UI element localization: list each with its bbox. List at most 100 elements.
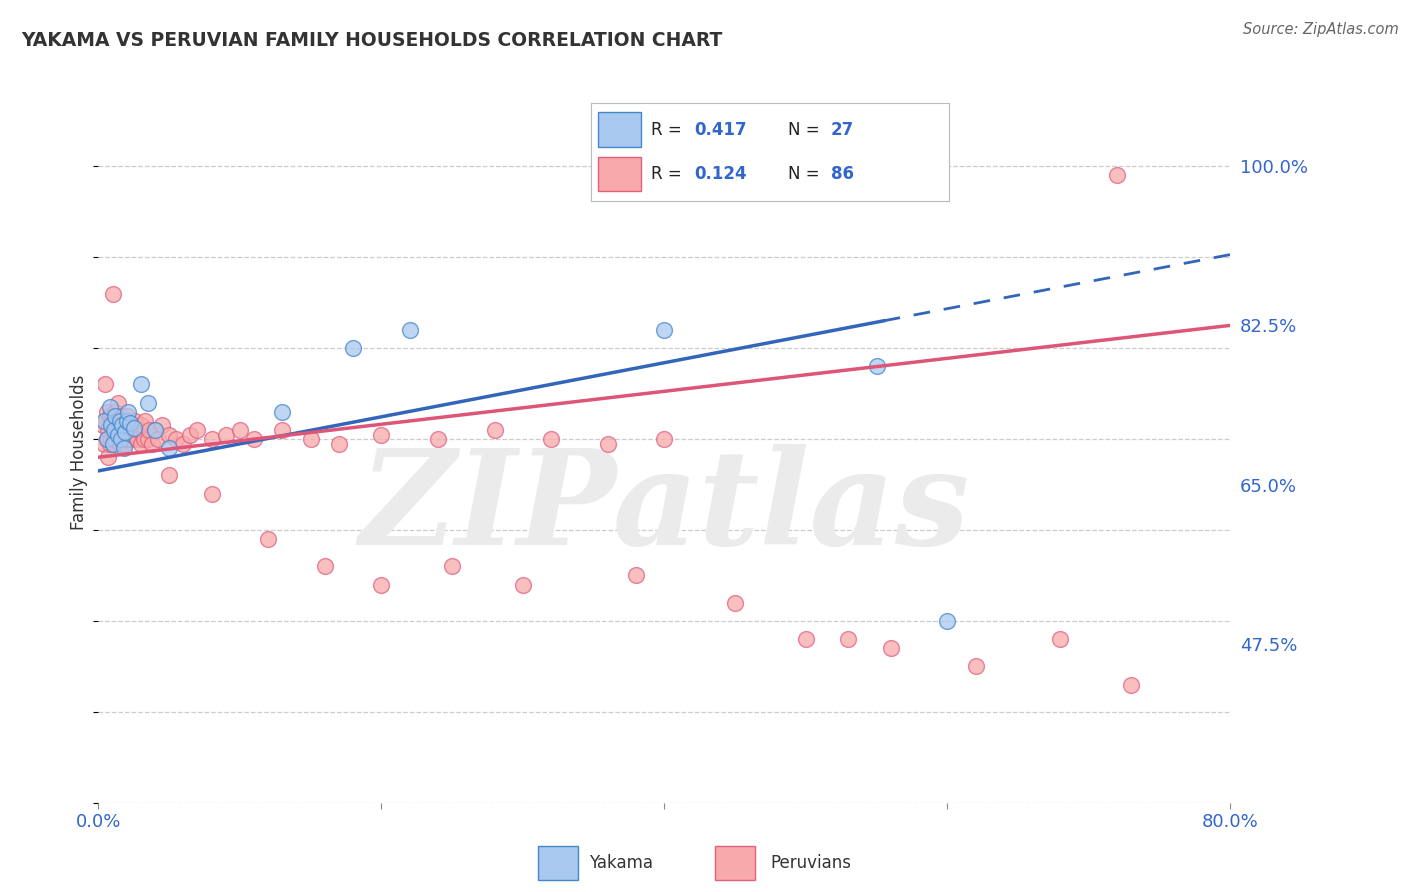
Text: YAKAMA VS PERUVIAN FAMILY HOUSEHOLDS CORRELATION CHART: YAKAMA VS PERUVIAN FAMILY HOUSEHOLDS COR… (21, 31, 723, 50)
Point (370, 577, 392, 591)
Point (111, 414, 134, 428)
Point (115, 409, 138, 424)
Point (104, 405, 127, 419)
Point (136, 395, 159, 409)
Point (101, 436, 124, 450)
Point (1049, 632, 1071, 646)
Text: 86: 86 (831, 165, 853, 183)
Point (105, 414, 128, 428)
Point (157, 468, 180, 483)
Point (837, 632, 859, 646)
Point (115, 423, 138, 437)
Point (98, 436, 121, 450)
Text: ZIPatlas: ZIPatlas (359, 444, 970, 574)
Point (100, 414, 122, 428)
Point (157, 427, 180, 442)
Point (115, 414, 138, 428)
Point (108, 436, 131, 450)
Point (299, 432, 322, 446)
Point (229, 423, 252, 437)
Point (243, 432, 266, 446)
Point (101, 286, 124, 301)
Point (1121, 677, 1143, 691)
Point (94, 377, 117, 392)
Point (101, 418, 124, 433)
Point (107, 432, 129, 446)
Point (108, 418, 131, 433)
Point (136, 432, 159, 446)
Point (125, 432, 148, 446)
Point (186, 423, 208, 437)
Text: Source: ZipAtlas.com: Source: ZipAtlas.com (1243, 22, 1399, 37)
Point (117, 432, 139, 446)
Text: R =: R = (651, 120, 688, 138)
Point (652, 323, 676, 337)
Point (624, 568, 647, 582)
Point (179, 427, 201, 442)
Point (342, 341, 364, 355)
Point (441, 559, 464, 574)
Point (98, 401, 121, 415)
Point (122, 427, 145, 442)
Point (96, 432, 118, 446)
Y-axis label: Family Households: Family Households (70, 375, 89, 531)
Point (111, 432, 134, 446)
Point (114, 425, 136, 439)
Point (121, 423, 143, 437)
Point (112, 441, 135, 455)
Point (370, 427, 392, 442)
Point (271, 423, 294, 437)
Point (138, 423, 160, 437)
Point (540, 432, 562, 446)
Text: 0.417: 0.417 (695, 120, 747, 138)
Point (134, 414, 156, 428)
Point (105, 423, 128, 437)
Point (91, 418, 114, 433)
Point (165, 432, 187, 446)
Text: N =: N = (787, 120, 824, 138)
Point (110, 427, 132, 442)
Point (172, 436, 194, 450)
Point (427, 432, 450, 446)
Point (512, 577, 534, 591)
Point (143, 423, 166, 437)
Point (201, 432, 224, 446)
Point (111, 418, 134, 433)
Text: R =: R = (651, 165, 688, 183)
Point (965, 659, 987, 673)
Point (110, 432, 132, 446)
Point (94, 414, 117, 428)
Point (97, 450, 120, 465)
Point (865, 359, 887, 374)
Point (936, 614, 959, 628)
Point (652, 432, 676, 446)
Point (93, 414, 115, 428)
Text: Peruvians: Peruvians (770, 854, 852, 872)
Point (129, 436, 152, 450)
Point (100, 418, 122, 433)
Point (110, 409, 132, 424)
Point (271, 405, 294, 419)
Point (112, 418, 135, 433)
Point (103, 427, 125, 442)
Point (117, 405, 139, 419)
Point (93, 436, 115, 450)
Point (880, 641, 903, 656)
Point (328, 436, 350, 450)
Point (596, 436, 619, 450)
Point (215, 427, 238, 442)
Point (484, 423, 506, 437)
Point (112, 436, 135, 450)
Point (118, 416, 141, 430)
Text: N =: N = (787, 165, 824, 183)
Point (143, 423, 166, 437)
Point (141, 436, 163, 450)
Bar (598, 157, 641, 191)
Point (132, 432, 155, 446)
Point (314, 559, 336, 574)
Point (122, 421, 145, 435)
Point (127, 423, 149, 437)
Point (108, 414, 131, 428)
Point (129, 418, 152, 433)
Bar (598, 112, 641, 147)
